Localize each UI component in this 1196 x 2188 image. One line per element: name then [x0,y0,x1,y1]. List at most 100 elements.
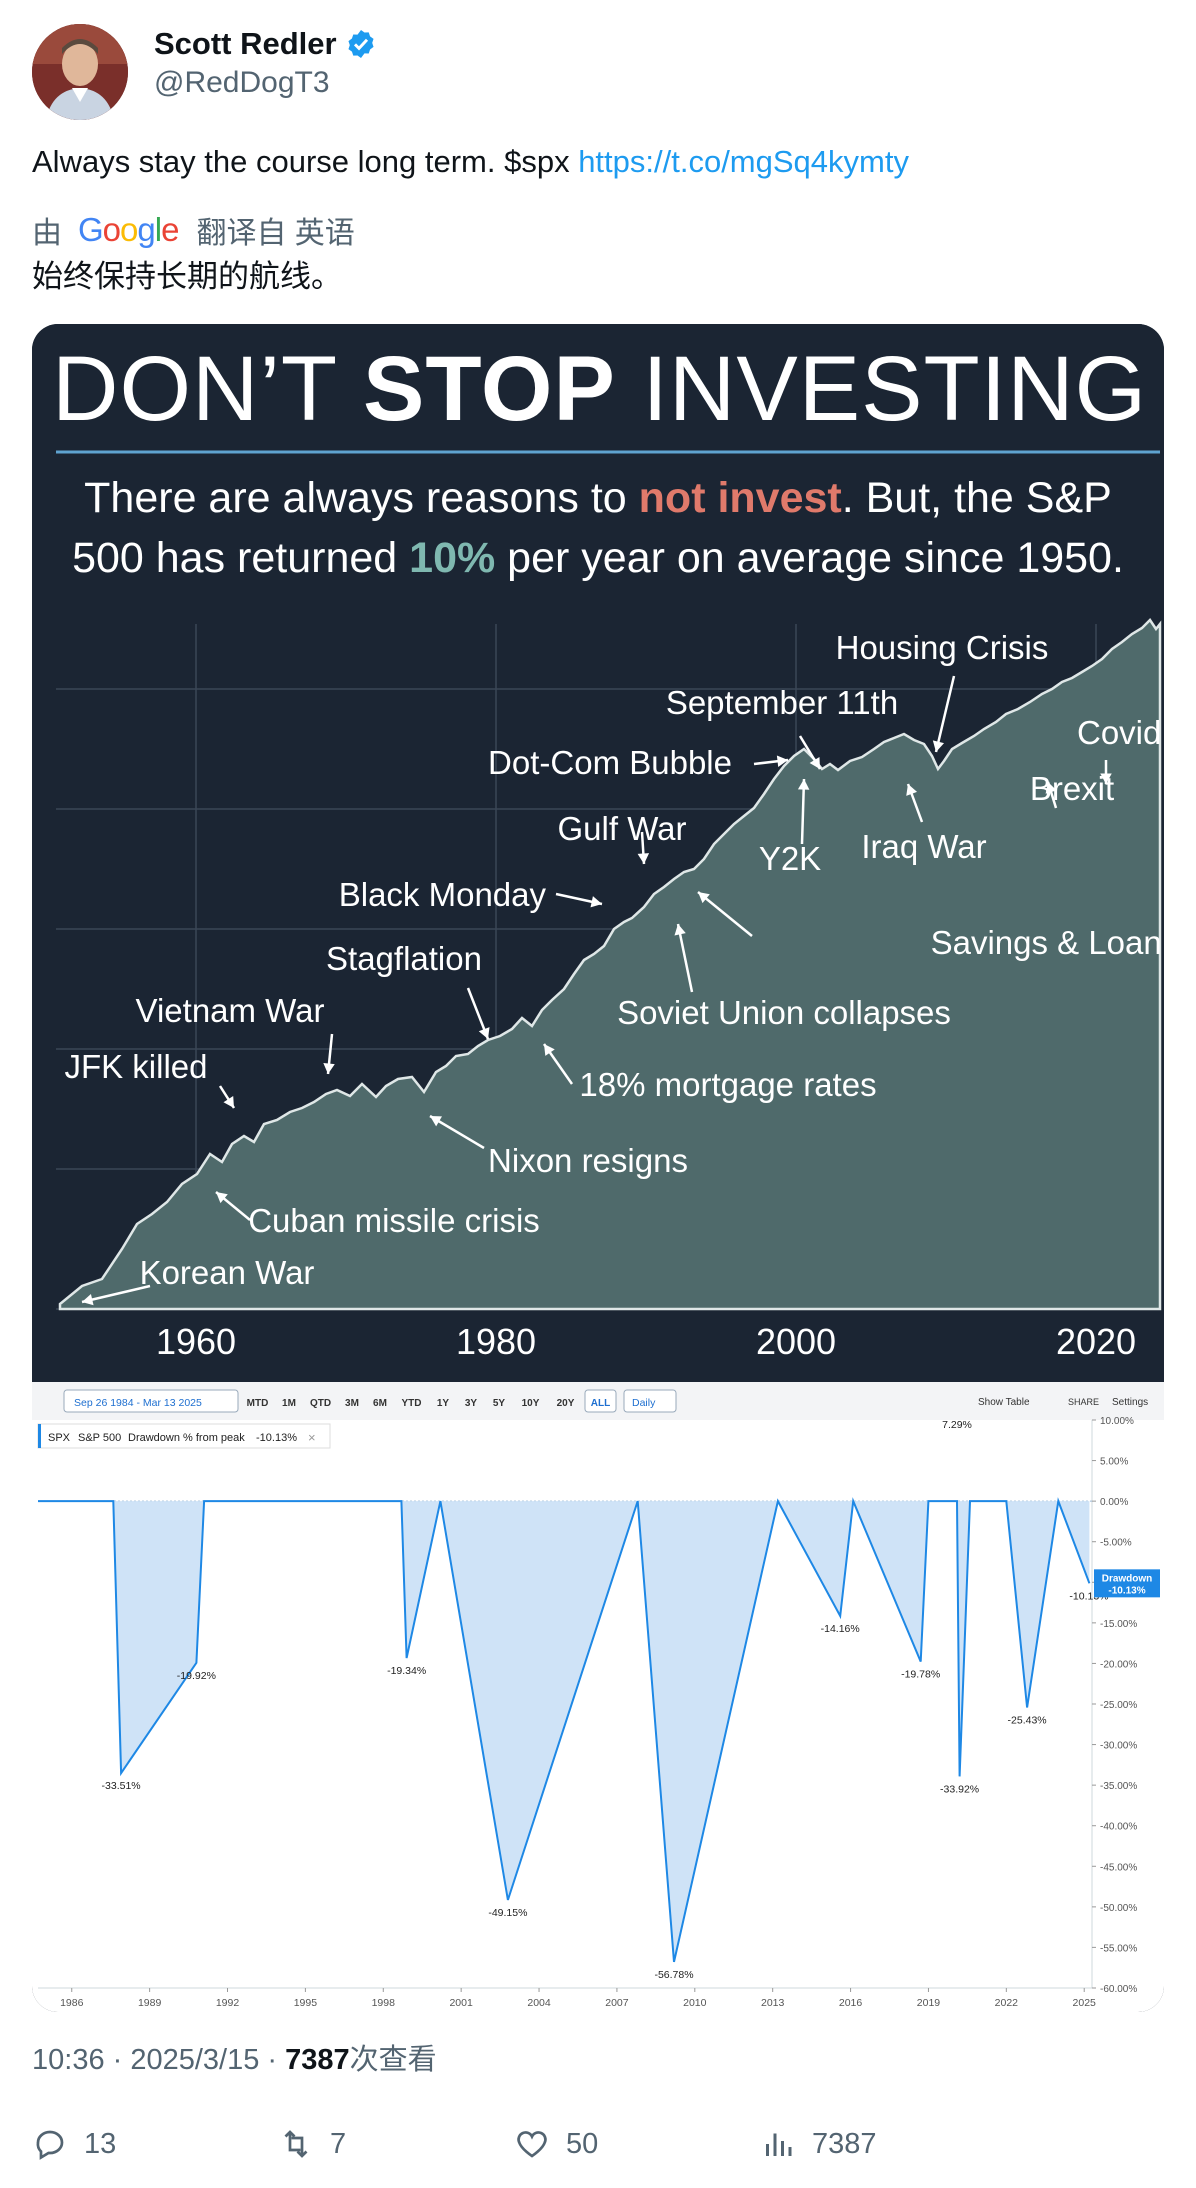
tweet-link[interactable]: https://t.co/mgSq4kymty [578,144,909,179]
author-handle[interactable]: @RedDogT3 [154,66,330,99]
trough-label: -56.78% [654,1969,693,1981]
event-arrow [697,891,753,937]
trough-label: -33.51% [102,1780,141,1792]
drawdown-plot: -33.51% -19.92% -19.34% -49.15% -56.78% -14.1… [38,1419,1160,1981]
period-button[interactable]: ALL [591,1398,610,1409]
x-tick-label: 2001 [449,1997,473,2009]
trough-label: -14.16% [821,1623,860,1635]
y-tick-label: -60.00% [1100,1984,1137,1995]
tweet-media[interactable]: DON’T STOP INVESTING There are always re… [32,324,1164,2012]
period-button[interactable]: 5Y [493,1398,506,1409]
trough-label: -25.43% [1008,1714,1047,1726]
event-label: Savings & Loan Crisis [931,924,1164,961]
avatar[interactable] [32,24,128,120]
title-part-bold: STOP [363,338,616,440]
translation-attribution[interactable]: 由 Google 翻译自 英语 [32,208,355,252]
title-part-2: INVESTING [616,338,1147,440]
event-label: JFK killed [64,1048,207,1085]
period-button[interactable]: YTD [402,1398,422,1409]
x-tick-label: 2004 [527,1997,551,2009]
drawdown-line [38,1497,1091,1963]
event-label: Covid [1077,714,1161,751]
period-button[interactable]: 1M [282,1398,296,1409]
period-button[interactable]: 20Y [557,1398,575,1409]
period-button[interactable]: 6M [373,1398,387,1409]
event-arrowhead [809,757,820,769]
event-label: Soviet Union collapses [617,994,951,1031]
current-value-badge [1094,1569,1160,1598]
avatar-image [32,24,128,120]
name-row: Scott Redler [154,24,377,64]
event-label: Vietnam War [136,992,325,1029]
verified-badge-icon [348,30,374,58]
period-button[interactable]: 3M [345,1398,359,1409]
subtitle-line-2: 500 has returned 10% per year on average… [72,534,1124,582]
legend-value: -10.13% [256,1432,297,1444]
period-button[interactable]: QTD [310,1398,331,1409]
show-table-button[interactable]: Show Table [978,1397,1030,1408]
event-label: Housing Crisis [836,629,1049,666]
retweet-button[interactable]: 7 [278,2120,346,2168]
period-button[interactable]: MTD [247,1398,269,1409]
settings-button[interactable]: Settings [1112,1397,1148,1408]
x-tick-label: 2019 [917,1997,941,2009]
heart-icon [517,2131,547,2158]
retweet-count: 7 [330,2127,347,2160]
x-tick-label: 1992 [216,1997,240,2009]
share-button[interactable]: SHARE [1068,1397,1099,1407]
drawdown-x-axis: 1986 1989 1992 1995 1998 2001 2004 2007 2010 2013… [38,1987,1096,2009]
legend-symbol: SPX [48,1432,71,1444]
y-tick-label: -55.00% [1100,1943,1137,1954]
event-label: Brexit [1030,770,1114,807]
x-tick-label: 2013 [761,1997,785,2009]
reply-icon [36,2130,64,2160]
event-arrowhead [698,892,710,904]
tweet-header: Scott Redler @RedDogT3 [32,24,1162,124]
y-tick-label: -5.00% [1100,1538,1132,1549]
translate-prefix: 由 [32,217,62,250]
x-tick-label: 2010 [683,1997,707,2009]
event-label: Y2K [759,840,821,877]
infographic-x-tick: 2020 [1056,1321,1136,1362]
drawdown-area [38,1501,1090,1962]
views-button[interactable]: 7387 [760,2120,877,2168]
period-button[interactable]: 10Y [522,1398,540,1409]
period-button[interactable]: 1Y [437,1398,450,1409]
y-tick-label: -25.00% [1100,1700,1137,1711]
event-label: Cuban missile crisis [248,1202,540,1239]
event-arrowhead [590,896,602,908]
x-tick-label: 2007 [605,1997,629,2009]
translate-suffix: 翻译自 英语 [196,217,355,250]
interval-select[interactable] [623,1389,677,1413]
y-tick-label: 0.00% [1100,1497,1128,1508]
date-range-picker[interactable] [63,1389,239,1413]
event-arrowhead [223,1096,234,1108]
event-arrow [800,778,806,845]
like-button[interactable]: 50 [514,2120,598,2168]
author-name[interactable]: Scott Redler [154,26,337,61]
event-arrowhead [430,1116,442,1127]
tweet-timestamp[interactable]: 10:36 · 2025/3/15 · [32,2044,286,2076]
translated-text: 始终保持长期的航线。 [32,259,342,294]
event-arrowhead [674,924,686,936]
trough-label: -19.92% [177,1670,216,1682]
x-tick-label: 2022 [995,1997,1019,2009]
infographic-event-labels: Housing Crisis September 11th Covid Dot-Com… [64,629,1164,1306]
badge-value: -10.13% [1108,1585,1145,1596]
event-arrowhead [932,740,945,752]
infographic-title: DON’T STOP INVESTING [52,338,1147,440]
views-action-count: 7387 [812,2127,877,2160]
event-arrowhead [544,1044,555,1056]
y-tick-label: 5.00% [1100,1457,1128,1468]
x-tick-label: 1986 [60,1997,84,2009]
event-arrowhead [216,1192,228,1204]
x-tick-label: 1998 [372,1997,396,2009]
period-button[interactable]: 3Y [465,1398,478,1409]
reply-button[interactable]: 13 [32,2120,116,2168]
event-arrowhead [82,1293,94,1306]
legend-close-icon[interactable]: × [308,1430,316,1445]
legend-box [37,1423,331,1449]
y-tick-label: -20.00% [1100,1659,1137,1670]
like-count: 50 [566,2127,599,2160]
event-arrow [81,1284,151,1304]
